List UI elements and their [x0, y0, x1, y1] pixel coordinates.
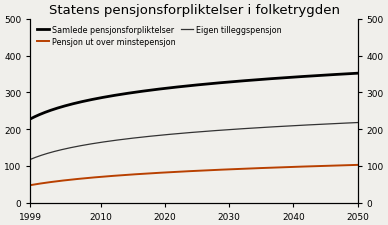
Legend: Samlede pensjonsforpliktelser, Pensjon ut over minstepensjon, Eigen tilleggspens: Samlede pensjonsforpliktelser, Pensjon u…	[35, 24, 284, 49]
Title: Statens pensjonsforpliktelser i folketrygden: Statens pensjonsforpliktelser i folketry…	[48, 4, 340, 17]
